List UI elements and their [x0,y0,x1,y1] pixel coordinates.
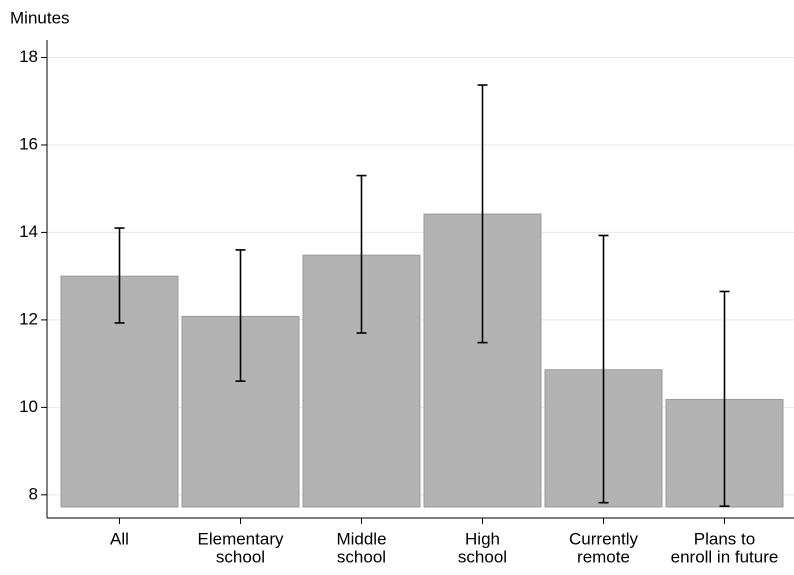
y-tick-label: 10 [19,397,38,416]
x-tick-label: school [458,547,507,566]
x-tick-label: All [110,529,129,548]
x-tick-label: Currently [569,529,638,548]
y-tick-label: 16 [19,134,38,153]
y-axis-title: Minutes [10,8,70,27]
y-tick-label: 8 [29,484,38,503]
y-tick-label: 12 [19,309,38,328]
x-tick-label: Plans to [694,529,755,548]
y-tick-label: 14 [19,222,38,241]
x-tick-label: Elementary [198,529,284,548]
x-tick-label: school [216,547,265,566]
x-tick-label: remote [577,547,630,566]
x-tick-label: enroll in future [671,547,779,566]
x-tick-label: High [465,529,500,548]
y-tick-label: 18 [19,47,38,66]
x-tick-label: school [337,547,386,566]
x-tick-label: Middle [336,529,386,548]
